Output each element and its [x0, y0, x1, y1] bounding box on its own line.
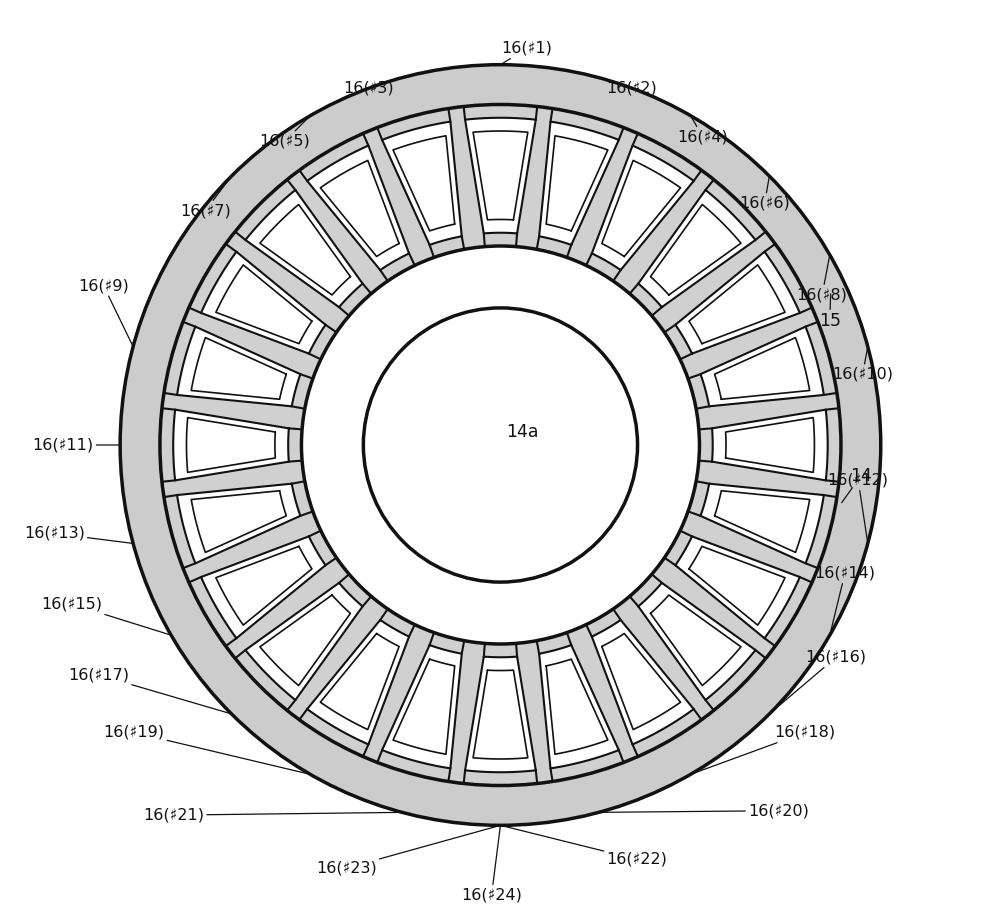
- Text: 16(♯16): 16(♯16): [769, 650, 867, 714]
- Text: 16(♯8): 16(♯8): [797, 255, 848, 302]
- Polygon shape: [177, 483, 300, 563]
- Polygon shape: [592, 620, 694, 745]
- Polygon shape: [177, 327, 300, 406]
- Text: 16(♯12): 16(♯12): [828, 473, 889, 543]
- Polygon shape: [638, 190, 755, 307]
- Polygon shape: [675, 252, 800, 354]
- Circle shape: [120, 64, 881, 825]
- Text: 16(♯13): 16(♯13): [24, 526, 133, 543]
- Text: 16(♯5): 16(♯5): [260, 116, 310, 148]
- Polygon shape: [701, 483, 824, 563]
- Polygon shape: [539, 121, 619, 245]
- Text: 16(♯19): 16(♯19): [103, 725, 310, 775]
- Polygon shape: [382, 121, 462, 245]
- Polygon shape: [307, 146, 409, 270]
- Text: 16(♯7): 16(♯7): [180, 176, 232, 218]
- Text: 16(♯21): 16(♯21): [143, 807, 402, 823]
- Polygon shape: [173, 410, 289, 481]
- Text: 16(♯3): 16(♯3): [344, 78, 402, 96]
- Text: 16(♯1): 16(♯1): [500, 41, 552, 64]
- Polygon shape: [592, 146, 694, 270]
- Polygon shape: [245, 583, 363, 700]
- Text: 16(♯20): 16(♯20): [599, 804, 809, 818]
- Circle shape: [160, 104, 841, 786]
- Polygon shape: [712, 410, 828, 481]
- Polygon shape: [675, 537, 800, 638]
- Text: 16(♯15): 16(♯15): [41, 596, 171, 635]
- Circle shape: [301, 246, 699, 644]
- Text: 16(♯6): 16(♯6): [739, 176, 790, 211]
- Circle shape: [363, 308, 638, 582]
- Polygon shape: [638, 583, 755, 700]
- Text: 16(♯2): 16(♯2): [599, 78, 657, 96]
- Text: 14: 14: [842, 467, 872, 502]
- Text: 16(♯11): 16(♯11): [32, 437, 120, 452]
- Text: 16(♯23): 16(♯23): [316, 825, 500, 876]
- Polygon shape: [201, 537, 326, 638]
- Text: 16(♯4): 16(♯4): [677, 116, 728, 144]
- Polygon shape: [539, 645, 619, 768]
- Text: 16(♯24): 16(♯24): [461, 825, 522, 902]
- Polygon shape: [465, 118, 536, 233]
- Polygon shape: [245, 190, 363, 307]
- Text: 16(♯10): 16(♯10): [832, 347, 893, 382]
- Polygon shape: [307, 620, 409, 745]
- Polygon shape: [701, 327, 824, 406]
- Text: 16(♯22): 16(♯22): [500, 825, 667, 867]
- Polygon shape: [465, 657, 536, 772]
- Polygon shape: [382, 645, 462, 768]
- Text: 16(♯18): 16(♯18): [691, 725, 836, 775]
- Text: 16(♯14): 16(♯14): [814, 566, 875, 635]
- Text: 14a: 14a: [506, 423, 539, 441]
- Circle shape: [160, 104, 841, 786]
- Text: 16(♯17): 16(♯17): [68, 668, 232, 714]
- Text: 15: 15: [819, 294, 841, 330]
- Text: 16(♯9): 16(♯9): [78, 279, 133, 347]
- Polygon shape: [201, 252, 326, 354]
